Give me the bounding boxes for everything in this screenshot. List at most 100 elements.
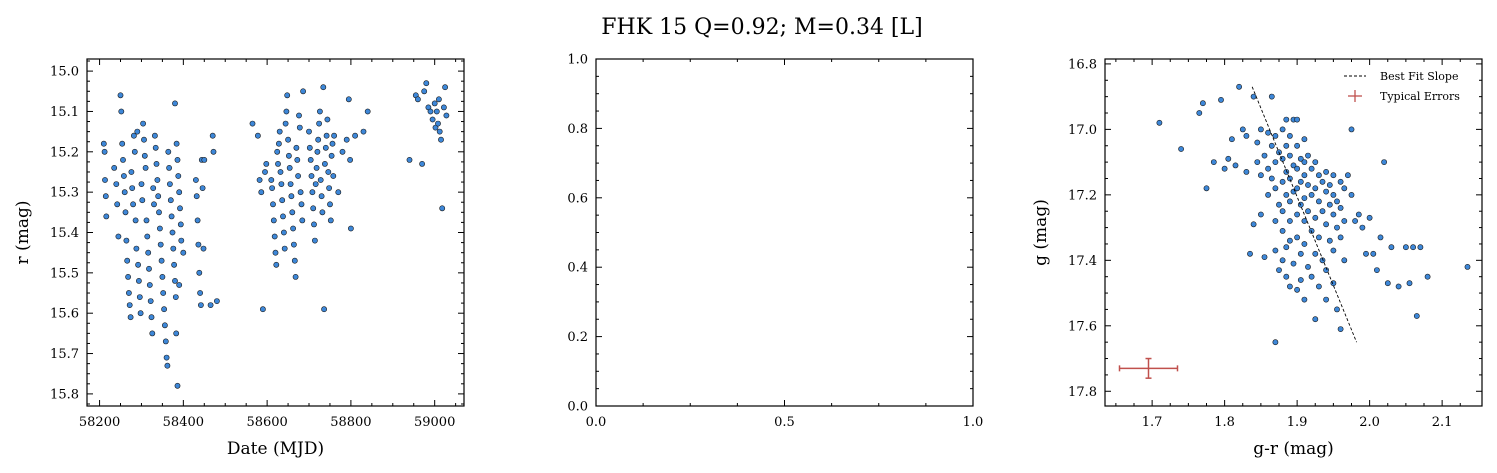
- data-point: [1261, 152, 1268, 159]
- y-tick-label: 15.5: [50, 266, 79, 281]
- data-point: [1384, 280, 1391, 287]
- ticks: [87, 59, 464, 406]
- data-point: [327, 217, 334, 224]
- data-point: [193, 193, 200, 200]
- data-point: [1316, 172, 1322, 179]
- data-point: [319, 209, 326, 216]
- y-tick-label: 15.0: [50, 65, 79, 80]
- y-tick-label: 16.8: [1068, 57, 1097, 72]
- data-point: [175, 173, 182, 179]
- data-point: [172, 294, 179, 300]
- data-point: [118, 108, 125, 115]
- data-point: [1330, 247, 1337, 254]
- data-point: [1287, 283, 1293, 290]
- data-point: [1363, 250, 1369, 257]
- data-point: [127, 314, 134, 321]
- data-point: [111, 164, 118, 171]
- data-point: [1279, 126, 1286, 133]
- data-point: [297, 189, 304, 196]
- y-axis-label: g (mag): [1031, 199, 1051, 266]
- data-point: [1337, 234, 1344, 241]
- data-point: [290, 225, 296, 232]
- data-point: [320, 84, 327, 91]
- data-point: [262, 169, 268, 175]
- data-point: [1258, 126, 1264, 133]
- data-point: [147, 298, 154, 304]
- data-point: [194, 217, 201, 224]
- data-point: [1326, 237, 1333, 244]
- x-tick-label: 58400: [163, 415, 204, 430]
- data-point: [1268, 93, 1275, 100]
- data-point: [299, 217, 306, 224]
- data-point: [1305, 182, 1311, 188]
- data-point: [1283, 116, 1290, 123]
- data-point: [1268, 142, 1275, 149]
- data-point: [132, 217, 139, 224]
- data-point: [146, 282, 153, 288]
- data-point: [1283, 142, 1290, 149]
- data-point: [141, 152, 148, 159]
- data-point: [347, 156, 353, 163]
- data-point: [1345, 172, 1351, 179]
- data-point: [115, 233, 122, 240]
- y-tick-label: 15.4: [50, 226, 79, 241]
- data-point: [316, 120, 322, 127]
- data-point: [1334, 198, 1340, 205]
- data-point: [328, 152, 335, 159]
- y-tick-label: 0.8: [567, 122, 588, 137]
- data-point: [160, 290, 167, 296]
- data-point: [1294, 142, 1300, 149]
- data-point: [313, 164, 320, 171]
- data-point: [275, 160, 281, 167]
- data-point: [270, 201, 276, 208]
- data-point: [1294, 165, 1300, 172]
- data-point: [1229, 136, 1235, 143]
- data-point: [1316, 198, 1322, 205]
- data-point: [156, 209, 162, 216]
- y-tick-label: 0.0: [567, 400, 588, 415]
- data-point: [114, 201, 121, 208]
- data-point: [440, 104, 447, 111]
- data-point: [1330, 211, 1337, 218]
- data-point: [1334, 306, 1340, 313]
- data-point: [141, 136, 147, 143]
- data-point: [200, 245, 207, 252]
- data-point: [1297, 155, 1304, 162]
- data-point: [1301, 218, 1308, 224]
- data-point: [1301, 159, 1308, 165]
- data-point: [331, 132, 337, 139]
- data-point: [306, 128, 312, 135]
- data-point: [1156, 119, 1163, 126]
- data-point: [274, 148, 281, 155]
- data-point: [1308, 273, 1315, 280]
- data-point: [174, 156, 181, 163]
- data-point: [151, 201, 157, 208]
- data-point: [155, 193, 162, 200]
- data-point: [1297, 250, 1304, 257]
- data-point: [1239, 126, 1246, 133]
- data-point: [1334, 224, 1340, 231]
- axes-frame: [595, 58, 974, 407]
- data-point: [180, 249, 187, 256]
- data-point: [196, 269, 203, 276]
- data-point: [134, 128, 141, 135]
- data-point: [1326, 182, 1333, 188]
- legend-label-errors: Typical Errors: [1380, 90, 1460, 103]
- data-point: [306, 144, 313, 151]
- y-tick-label: 17.0: [1068, 123, 1097, 138]
- data-point: [442, 84, 448, 91]
- data-point: [1323, 188, 1329, 195]
- data-point: [135, 261, 141, 268]
- data-point: [294, 156, 301, 163]
- x-axis-label: Date (MJD): [227, 439, 324, 459]
- light-curve-panel: 58200 58400 58600 58800 59000 15.0 15.1 15.2 15.…: [13, 58, 465, 459]
- data-point: [136, 294, 143, 300]
- data-point: [1301, 296, 1308, 303]
- data-point: [1301, 136, 1308, 143]
- data-point: [159, 273, 166, 280]
- data-point: [199, 185, 206, 191]
- x-tick-label: 1.7: [1142, 415, 1163, 430]
- data-point: [1210, 159, 1217, 165]
- data-point: [1308, 227, 1315, 234]
- data-point: [1341, 185, 1348, 192]
